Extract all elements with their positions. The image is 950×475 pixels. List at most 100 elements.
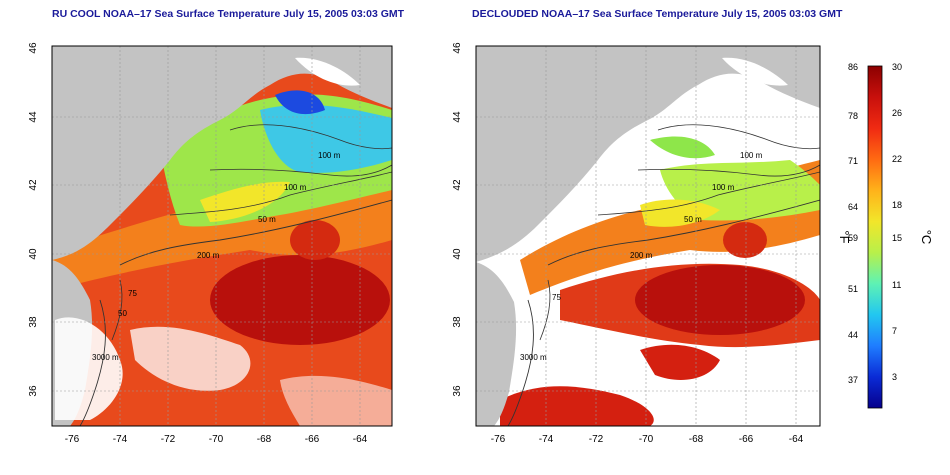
p2-contour-label-1: 100 m bbox=[740, 151, 763, 160]
colorbar-fahrenheit-ticks: 86 78 71 64 59 51 44 37 bbox=[848, 62, 858, 385]
cloud-patch-s bbox=[130, 326, 251, 391]
panel-2-x-axis: -76 -74 -72 -70 -68 -66 -64 bbox=[491, 434, 804, 445]
panel-2-y-axis: 46 44 42 40 38 36 bbox=[452, 42, 463, 397]
shelf-green-patch bbox=[650, 136, 715, 159]
p1-xtick: -68 bbox=[257, 434, 272, 445]
p1-ytick: 38 bbox=[28, 316, 39, 328]
panel-2-map bbox=[476, 46, 820, 426]
contour-100m-a bbox=[229, 124, 392, 150]
p2-ytick: 40 bbox=[452, 248, 463, 260]
p1-ytick: 36 bbox=[28, 385, 39, 397]
contour-75 bbox=[539, 279, 551, 341]
p2-xtick: -74 bbox=[539, 434, 554, 445]
panel-1-map bbox=[52, 46, 392, 426]
cloud-patch-sw bbox=[55, 317, 123, 420]
p2-contour-label-3: 50 m bbox=[684, 215, 702, 224]
p1-xtick: -74 bbox=[113, 434, 128, 445]
contour-50m bbox=[169, 171, 392, 216]
panel-2-grid bbox=[476, 46, 820, 426]
p1-ytick: 42 bbox=[28, 179, 39, 191]
panel-2-title: DECLOUDED NOAA–17 Sea Surface Temperatur… bbox=[472, 8, 843, 20]
colorbar bbox=[868, 66, 882, 408]
panel-1-frame bbox=[51, 45, 393, 427]
p1-ytick: 40 bbox=[28, 248, 39, 260]
colorbar-celsius-label: °C bbox=[919, 230, 934, 245]
contour-200m bbox=[547, 199, 820, 266]
f-tick: 59 bbox=[848, 233, 858, 243]
p1-contour-label-4: 200 m bbox=[197, 251, 220, 260]
cold-water-cyan bbox=[260, 104, 392, 173]
cloud-gulf-of-maine bbox=[722, 57, 788, 86]
panel-1-title: RU COOL NOAA–17 Sea Surface Temperature … bbox=[52, 8, 405, 20]
c-tick: 26 bbox=[892, 108, 902, 118]
f-tick: 37 bbox=[848, 375, 858, 385]
ocean-warm-south bbox=[500, 386, 654, 426]
f-tick: 78 bbox=[848, 111, 858, 121]
p1-xtick: -64 bbox=[353, 434, 368, 445]
colorbar-celsius-ticks: 30 26 22 18 15 11 7 3 bbox=[892, 62, 902, 382]
panel-2-frame bbox=[475, 45, 821, 427]
f-tick: 64 bbox=[848, 202, 858, 212]
p1-contour-label-1: 100 m bbox=[318, 151, 341, 160]
p2-ytick: 44 bbox=[452, 111, 463, 123]
c-tick: 3 bbox=[892, 372, 897, 382]
panel-1-x-axis: -76 -74 -72 -70 -68 -66 -64 bbox=[65, 434, 368, 445]
c-tick: 7 bbox=[892, 326, 897, 336]
p1-contour-label-5: 75 bbox=[128, 289, 137, 298]
p1-ytick: 44 bbox=[28, 111, 39, 123]
p1-xtick: -72 bbox=[161, 434, 176, 445]
p2-xtick: -64 bbox=[789, 434, 804, 445]
p2-ytick: 42 bbox=[452, 179, 463, 191]
contour-3000m bbox=[507, 299, 534, 426]
p2-contour-label-6: 3000 m bbox=[520, 353, 547, 362]
f-tick: 44 bbox=[848, 330, 858, 340]
contour-100m-b bbox=[637, 164, 820, 177]
warm-ring bbox=[723, 222, 767, 258]
contour-3000m bbox=[79, 299, 106, 426]
contour-50m bbox=[597, 171, 820, 216]
c-tick: 22 bbox=[892, 154, 902, 164]
land-new-england bbox=[52, 46, 392, 260]
colorbar-frame bbox=[867, 65, 883, 409]
p2-ytick: 36 bbox=[452, 385, 463, 397]
land-mid-atlantic bbox=[476, 262, 517, 426]
p1-xtick: -70 bbox=[209, 434, 224, 445]
c-tick: 18 bbox=[892, 200, 902, 210]
warm-eddy bbox=[210, 255, 390, 345]
p2-ytick: 38 bbox=[452, 316, 463, 328]
p2-contour-label-2: 100 m bbox=[712, 183, 735, 192]
land-new-england bbox=[476, 46, 820, 262]
contour-200m bbox=[119, 199, 392, 266]
ocean-warm-patch bbox=[640, 344, 720, 380]
p2-xtick: -70 bbox=[639, 434, 654, 445]
cloud-patch-se bbox=[280, 375, 392, 426]
p2-xtick: -68 bbox=[689, 434, 704, 445]
p1-contour-label-3: 50 m bbox=[258, 215, 276, 224]
c-tick: 30 bbox=[892, 62, 902, 72]
warm-ring bbox=[290, 220, 340, 260]
p1-xtick: -76 bbox=[65, 434, 80, 445]
shelf-yellow-water bbox=[640, 199, 720, 227]
f-tick: 51 bbox=[848, 284, 858, 294]
f-tick: 86 bbox=[848, 62, 858, 72]
p1-contour-label-7: 3000 m bbox=[92, 353, 119, 362]
contour-75 bbox=[111, 279, 123, 341]
p2-xtick: -72 bbox=[589, 434, 604, 445]
p2-ytick: 46 bbox=[452, 42, 463, 54]
contour-100m-b bbox=[209, 164, 392, 177]
shelf-yellow-water bbox=[200, 181, 290, 222]
p2-xtick: -66 bbox=[739, 434, 754, 445]
p2-xtick: -76 bbox=[491, 434, 506, 445]
p1-contour-label-6: 50 bbox=[118, 309, 127, 318]
warm-eddy bbox=[635, 265, 805, 335]
panel-1-grid bbox=[52, 46, 392, 426]
cold-water-blue bbox=[275, 90, 325, 115]
p1-contour-label-2: 100 m bbox=[284, 183, 307, 192]
p2-contour-label-4: 200 m bbox=[630, 251, 653, 260]
p1-ytick: 46 bbox=[28, 42, 39, 54]
p1-xtick: -66 bbox=[305, 434, 320, 445]
colorbar-fahrenheit-label: °F bbox=[837, 230, 852, 243]
panel-1-y-axis: 46 44 42 40 38 36 bbox=[28, 42, 39, 397]
p2-contour-label-5: 75 bbox=[552, 293, 561, 302]
